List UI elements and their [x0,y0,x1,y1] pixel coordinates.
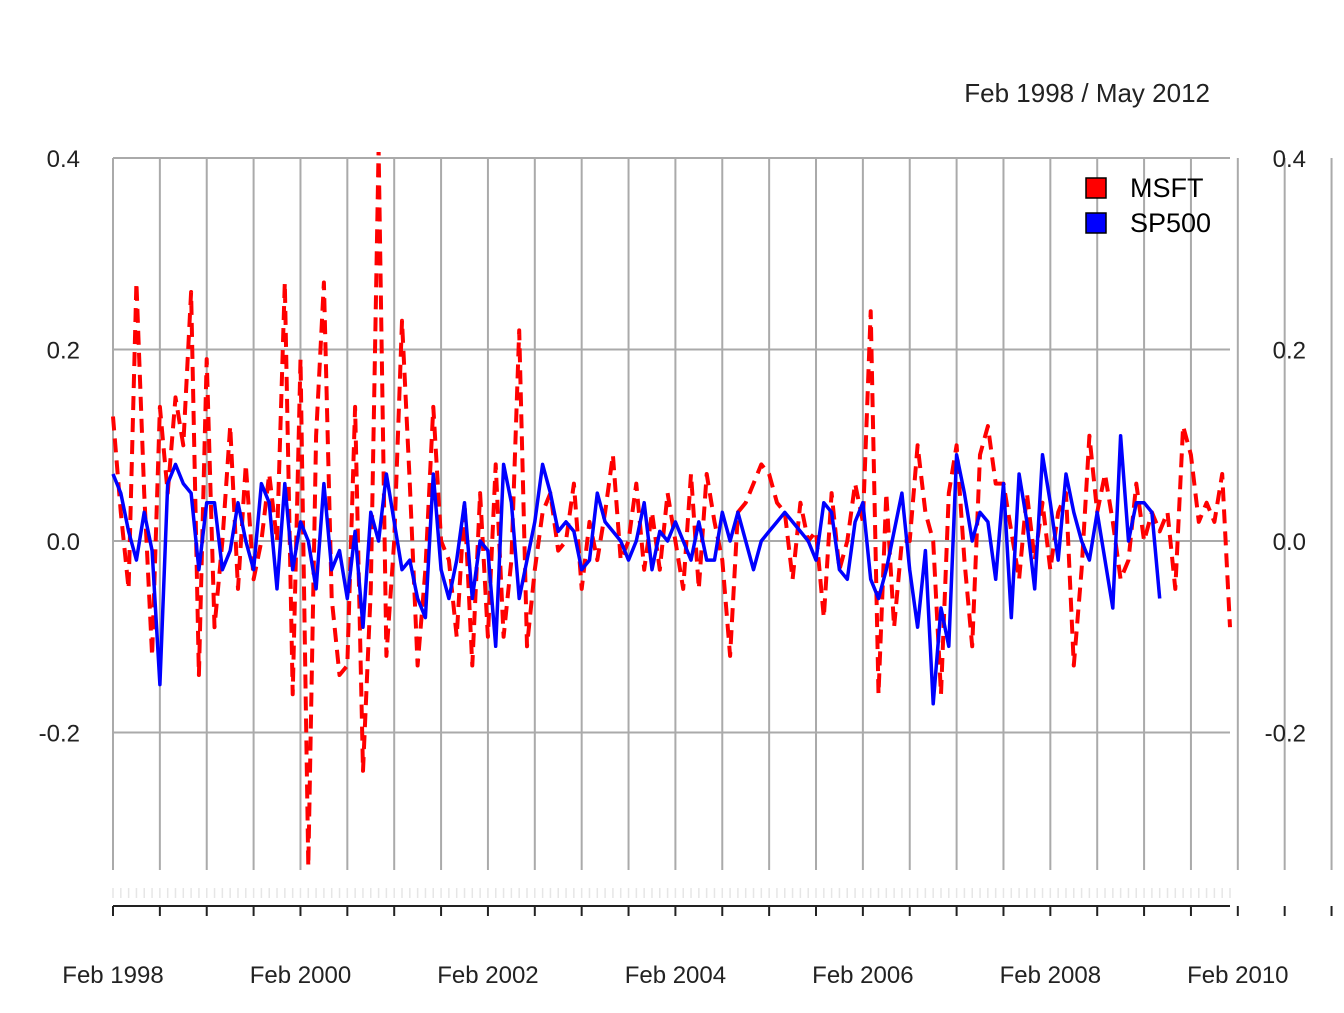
x-tick-label: Feb 1998 [62,962,163,989]
legend-swatch-sp500 [1085,212,1107,234]
chart-subtitle: Feb 1998 / May 2012 [964,78,1210,108]
y-tick-label-left: 0.0 [47,529,80,556]
x-tick-label: Feb 2006 [812,962,913,989]
y-tick-label-left: 0.2 [47,338,80,365]
x-tick-label: Feb 2000 [250,962,351,989]
legend: MSFT SP500 [1085,173,1211,238]
y-tick-label-right: 0.2 [1273,338,1306,365]
legend-label-msft: MSFT [1130,173,1204,203]
axes: 0.4 0.4 0.2 0.2 0.0 0.0 -0.2 -0.2 Feb 1998 Feb 20… [39,146,1333,989]
series-line-msft [111,152,1232,869]
legend-swatch-msft [1085,177,1107,199]
y-tick-label-left: 0.4 [47,146,80,173]
series-line-sp500 [111,433,1162,706]
x-tick-label: Feb 2002 [437,962,538,989]
series-lines [111,152,1232,869]
x-tick-label: Feb 2004 [625,962,726,989]
legend-label-sp500: SP500 [1130,208,1211,238]
y-tick-label-right: 0.0 [1273,529,1306,556]
y-tick-label-left: -0.2 [39,721,80,748]
x-tick-label: Feb 2008 [1000,962,1101,989]
x-tick-label: Feb 2010 [1187,962,1288,989]
y-tick-label-right: 0.4 [1273,146,1306,173]
y-tick-label-right: -0.2 [1265,721,1306,748]
